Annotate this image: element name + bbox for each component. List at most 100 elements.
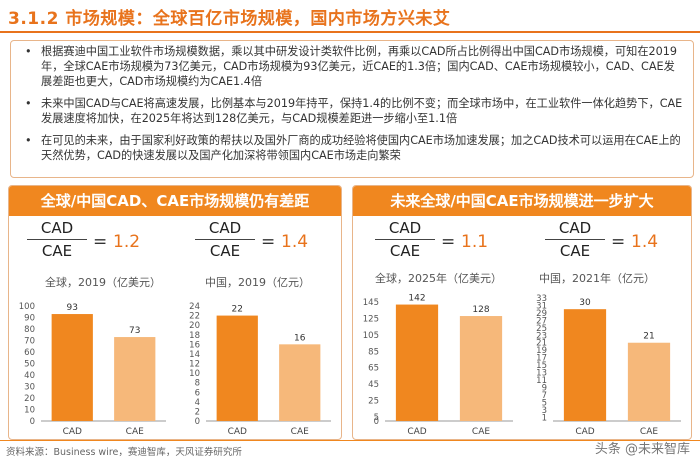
y-tick-label: 10 <box>189 369 200 379</box>
bar-cad <box>51 314 93 421</box>
y-tick-label: 24 <box>189 302 200 312</box>
right-panel: 未来全球/中国CAE市场规模进一步扩大 CAD CAE = 1.1 CAD CA… <box>352 185 692 440</box>
data-label: 21 <box>643 332 654 342</box>
ratio-fraction: CAD CAE <box>535 218 615 261</box>
data-label: 73 <box>129 326 140 336</box>
bullet-dot: • <box>25 45 32 58</box>
equals-sign: = <box>93 232 108 252</box>
fraction-line <box>27 239 87 240</box>
category-label: CAD <box>407 427 426 437</box>
right-panel-heading: 未来全球/中国CAE市场规模进一步扩大 <box>353 186 691 216</box>
y-tick-label: 40 <box>24 371 35 381</box>
equals-sign: = <box>261 232 276 252</box>
y-tick-label: 17 <box>536 354 547 364</box>
y-tick-label: 2 <box>195 407 200 417</box>
bar-chart-global-2025: 05 25 45 65 85 105 125 145 142 CAD 128 CAE <box>363 294 513 437</box>
ratio-denominator: CAE <box>209 242 241 260</box>
bullet-dot: • <box>25 97 32 110</box>
y-tick-label: 25 <box>368 397 379 407</box>
bullet-text: 根据赛迪中国工业软件市场规模数据，乘以其中研发设计类软件比例，再乘以CAD所占比… <box>41 45 678 88</box>
title-underline <box>0 31 700 33</box>
y-tick-label: 30 <box>24 383 35 393</box>
bullet-item: • 在可见的未来，由于国家利好政策的帮扶以及国外厂商的成功经验将使国内CAE市场加… <box>19 133 685 163</box>
data-label: 16 <box>294 333 306 343</box>
y-tick-label: 7 <box>542 391 547 401</box>
bullet-text: 在可见的未来，由于国家利好政策的帮扶以及国外厂商的成功经验将使国内CAE市场加速… <box>41 134 681 162</box>
y-tick-label: 20 <box>24 394 35 404</box>
category-label: CAE <box>472 427 490 437</box>
y-tick-label: 13 <box>536 369 547 379</box>
y-tick-label: 11 <box>536 376 547 386</box>
y-tick-label: 19 <box>536 346 547 356</box>
ratio-denominator: CAE <box>559 242 591 260</box>
y-tick-label: 50 <box>24 360 35 370</box>
y-tick-label: 45 <box>368 380 379 390</box>
ratio-value: 1.4 <box>631 232 659 252</box>
data-label: 30 <box>579 298 591 308</box>
y-tick-label: 29 <box>536 309 547 319</box>
ratio-numerator: CAD <box>558 219 592 237</box>
y-tick-label: 85 <box>368 347 379 357</box>
y-tick-label: 60 <box>24 348 35 358</box>
bullet-dot: • <box>25 134 32 147</box>
bullet-text: 未来中国CAD与CAE将高速发展，比例基本与2019年持平，保持1.4的比例不变… <box>41 97 683 125</box>
y-tick-label: 100 <box>19 302 35 312</box>
y-tick-label: 8 <box>195 379 200 389</box>
y-tick-label: 10 <box>24 406 35 416</box>
category-label: CAE <box>126 427 144 437</box>
y-tick-label: 125 <box>363 315 379 325</box>
y-tick-label: 25 <box>536 324 547 334</box>
ratio-value: 1.4 <box>281 232 309 252</box>
chart-title: 全球，2019（亿美元） <box>45 276 161 289</box>
y-tick-label: 31 <box>536 301 547 311</box>
y-tick-label: 6 <box>195 388 200 398</box>
ratio-fraction: CAD CAE <box>17 218 97 261</box>
y-tick-label: 0 <box>374 417 379 427</box>
bullet-item: • 根据赛迪中国工业软件市场规模数据，乘以其中研发设计类软件比例，再乘以CAD所占… <box>19 44 685 89</box>
chart-title: 中国，2021年（亿元） <box>539 272 655 285</box>
page-title: 3.1.2 市场规模：全球百亿市场规模，国内市场方兴未艾 <box>8 9 451 29</box>
bar-cad <box>216 315 258 421</box>
ratio-numerator: CAD <box>388 219 422 237</box>
y-tick-label: 15 <box>536 361 547 371</box>
bar-cad <box>395 304 439 421</box>
equals-sign: = <box>441 232 456 252</box>
y-tick-label: 80 <box>24 325 35 335</box>
fraction-line <box>545 239 605 240</box>
bar-cae <box>627 342 671 421</box>
y-tick-label: 9 <box>542 383 547 393</box>
left-panel-heading: 全球/中国CAD、CAE市场规模仍有差距 <box>9 186 341 216</box>
category-label: CAE <box>291 427 309 437</box>
ratio-numerator: CAD <box>40 219 74 237</box>
bar-cae <box>459 316 503 421</box>
y-tick-label: 0 <box>195 417 200 427</box>
y-tick-label: 1 <box>542 413 547 423</box>
category-label: CAD <box>228 427 247 437</box>
y-tick-label: 23 <box>536 331 547 341</box>
y-tick-label: 3 <box>542 406 547 416</box>
y-tick-label: 33 <box>536 294 547 304</box>
data-label: 128 <box>472 305 489 315</box>
source-note: 资料来源：Business wire，赛迪智库，天风证券研究所 <box>6 447 242 458</box>
y-tick-label: 5 <box>542 398 547 408</box>
y-tick-label: 21 <box>536 339 547 349</box>
data-label: 142 <box>408 294 425 304</box>
category-label: CAE <box>640 427 658 437</box>
y-tick-label: 14 <box>189 350 200 360</box>
y-tick-label: 0 <box>30 417 35 427</box>
ratio-fraction: CAD CAE <box>185 218 265 261</box>
y-tick-label: 4 <box>195 398 200 408</box>
ratio-denominator: CAE <box>41 242 73 260</box>
equals-sign: = <box>611 232 626 252</box>
left-panel: 全球/中国CAD、CAE市场规模仍有差距 CAD CAE = 1.2 CAD C… <box>8 185 342 440</box>
y-tick-label: 65 <box>368 364 379 374</box>
y-tick-label: 105 <box>363 331 379 341</box>
data-label: 93 <box>67 303 78 313</box>
category-label: CAD <box>575 427 594 437</box>
y-tick-label: 22 <box>189 312 200 322</box>
bullet-box: • 根据赛迪中国工业软件市场规模数据，乘以其中研发设计类软件比例，再乘以CAD所占… <box>10 40 694 178</box>
y-tick-label: 145 <box>363 298 379 308</box>
y-tick-label: 20 <box>189 321 200 331</box>
bar-cae <box>114 337 156 421</box>
